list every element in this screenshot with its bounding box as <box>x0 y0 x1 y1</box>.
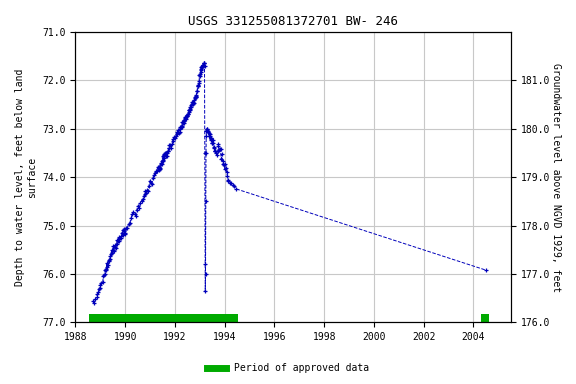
Y-axis label: Groundwater level above NGVD 1929, feet: Groundwater level above NGVD 1929, feet <box>551 63 561 292</box>
Legend: Period of approved data: Period of approved data <box>203 359 373 377</box>
Title: USGS 331255081372701 BW- 246: USGS 331255081372701 BW- 246 <box>188 15 398 28</box>
Y-axis label: Depth to water level, feet below land
surface: Depth to water level, feet below land su… <box>15 68 37 286</box>
